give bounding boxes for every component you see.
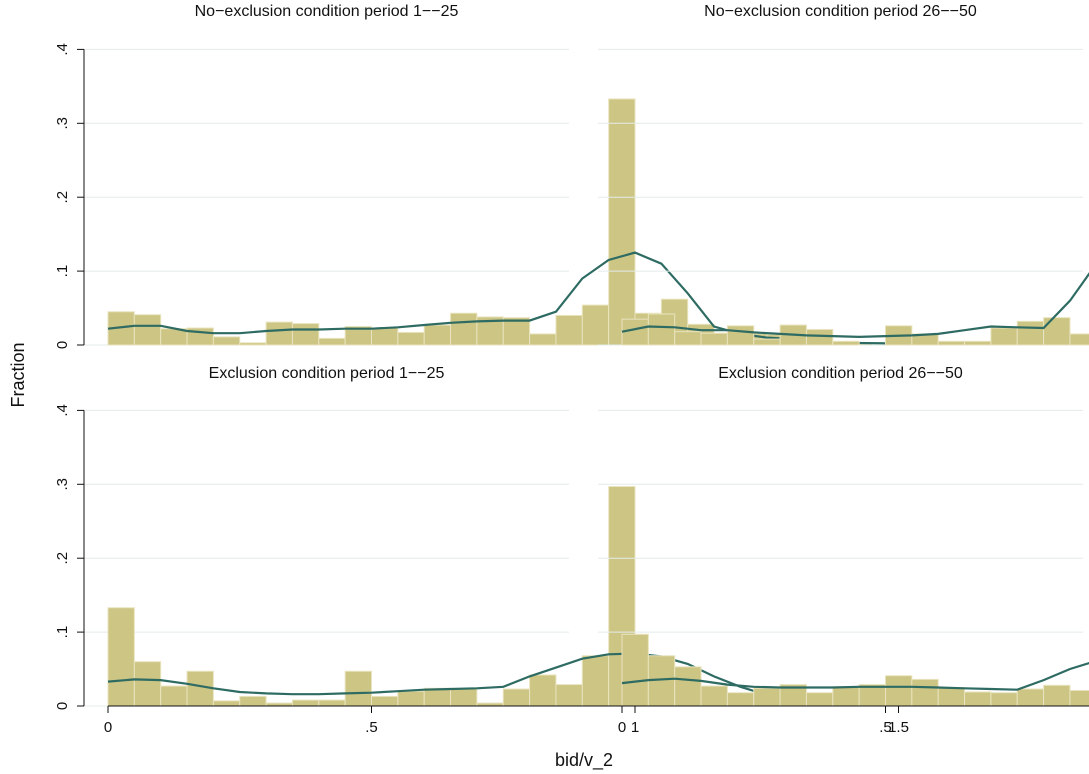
histogram-bar [726, 325, 755, 346]
x-tick-label: 0 [618, 719, 626, 736]
histogram-bar [160, 685, 188, 707]
histogram-bar [964, 691, 992, 707]
histogram-bar [291, 699, 320, 707]
y-axis: 0 .1 .2 .3 .4 [54, 404, 85, 710]
histogram-bar [608, 98, 636, 346]
histogram-bar [212, 336, 241, 346]
histogram-bar [344, 670, 372, 707]
panel-3: Exclusion condition period 1−−25 [84, 365, 1031, 707]
histogram-bar [581, 655, 610, 707]
histogram-bar [291, 323, 320, 346]
histogram-bar [621, 318, 649, 346]
histogram-bar [555, 684, 583, 707]
y-tick-label: .2 [54, 191, 71, 204]
y-tick-label: .1 [54, 265, 71, 278]
histogram-bar [621, 633, 649, 707]
histogram-bar [964, 340, 992, 346]
shared-x-axes: 0.511.50.511.5 [104, 705, 1089, 736]
x-tick-label: 0 [104, 719, 112, 736]
shared-y-axes: 0 .1 .2 .3 .4 0 .1 .2 .3 .4 [54, 43, 85, 710]
histogram-bar [265, 321, 293, 346]
histogram-bar [1043, 684, 1071, 707]
histogram-bar [832, 686, 860, 707]
density-curve [621, 272, 1089, 339]
y-tick-label: .2 [54, 552, 71, 565]
y-axis: 0 .1 .2 .3 .4 [54, 43, 85, 349]
histogram-bar [700, 685, 728, 707]
histogram-bar [990, 692, 1018, 707]
histogram-bar [423, 687, 452, 707]
histogram-bar [1043, 317, 1071, 346]
histogram-bar [726, 692, 755, 707]
y-tick-label: 0 [54, 702, 71, 710]
histogram-bar [911, 678, 939, 707]
y-tick-label: .4 [54, 404, 71, 417]
panel-4: Exclusion condition period 26−−50 [598, 365, 1089, 707]
histogram-bar [1069, 689, 1089, 707]
histogram-bar [318, 699, 346, 707]
histogram-bar [529, 333, 557, 346]
histogram-bar [502, 317, 531, 346]
histogram-bar [805, 328, 834, 346]
panel-title: Exclusion condition period 1−−25 [209, 365, 445, 382]
histogram-bar [581, 304, 610, 346]
y-tick-label: .3 [54, 117, 71, 130]
histogram-bar [647, 313, 676, 346]
density-curve [621, 661, 1089, 691]
y-tick-label: .4 [54, 43, 71, 56]
histogram-bar [674, 666, 702, 707]
x-tick-label: .5 [365, 719, 378, 736]
panel-title: No−exclusion condition period 26−−50 [704, 3, 977, 20]
histogram-bar [885, 675, 913, 707]
histogram-bar [450, 312, 478, 346]
x-tick-label: 1.5 [888, 719, 909, 736]
histogram-bar [700, 332, 728, 346]
histogram-bar [502, 688, 531, 707]
panel-title: No−exclusion condition period 1−−25 [195, 3, 459, 20]
histogram-bar [239, 695, 267, 707]
histogram-bar [371, 327, 399, 346]
histogram-bar [397, 690, 425, 707]
panel-title: Exclusion condition period 26−−50 [718, 365, 963, 382]
histogram-bar [1069, 333, 1089, 346]
x-tick-label: 1 [631, 719, 639, 736]
histogram-bar [990, 327, 1018, 346]
histogram-bar [107, 607, 135, 707]
histogram-bar [753, 338, 781, 346]
y-tick-label: .3 [54, 478, 71, 491]
histogram-bar [133, 661, 162, 707]
histogram-bar [555, 314, 583, 346]
panel-2: No−exclusion condition period 26−−50 [598, 3, 1089, 346]
x-axis: 0 .5 1 1.5 [104, 705, 909, 736]
histogram-bar [371, 695, 399, 707]
histogram-bar [397, 331, 425, 346]
histogram-bar [832, 340, 860, 346]
histogram-bar [674, 331, 702, 346]
x-tick-label: .5 [879, 719, 892, 736]
histogram-bar [753, 687, 781, 707]
histogram-bar [212, 700, 241, 707]
histogram-bar [1016, 320, 1045, 346]
histogram-bar [937, 687, 966, 707]
histogram-bar [529, 674, 557, 707]
panel-1: No−exclusion condition period 1−−25 [84, 3, 1031, 346]
histogram-bar [239, 342, 267, 346]
y-tick-label: 0 [54, 341, 71, 349]
y-tick-label: .1 [54, 626, 71, 639]
x-axis: 0 .5 1 1.5 [618, 705, 1089, 736]
histogram-bar [1016, 688, 1045, 707]
y-axis-label: Fraction [8, 342, 28, 407]
histogram-bar [133, 314, 162, 346]
histogram-bar [423, 324, 452, 346]
histogram-bar [805, 692, 834, 707]
histogram-bar [450, 688, 478, 707]
panels: No−exclusion condition period 1−−25 No−ex… [84, 3, 1089, 707]
x-axis-label: bid/v_2 [555, 750, 613, 771]
histogram-bar [318, 337, 346, 346]
histogram-bar [937, 340, 966, 346]
